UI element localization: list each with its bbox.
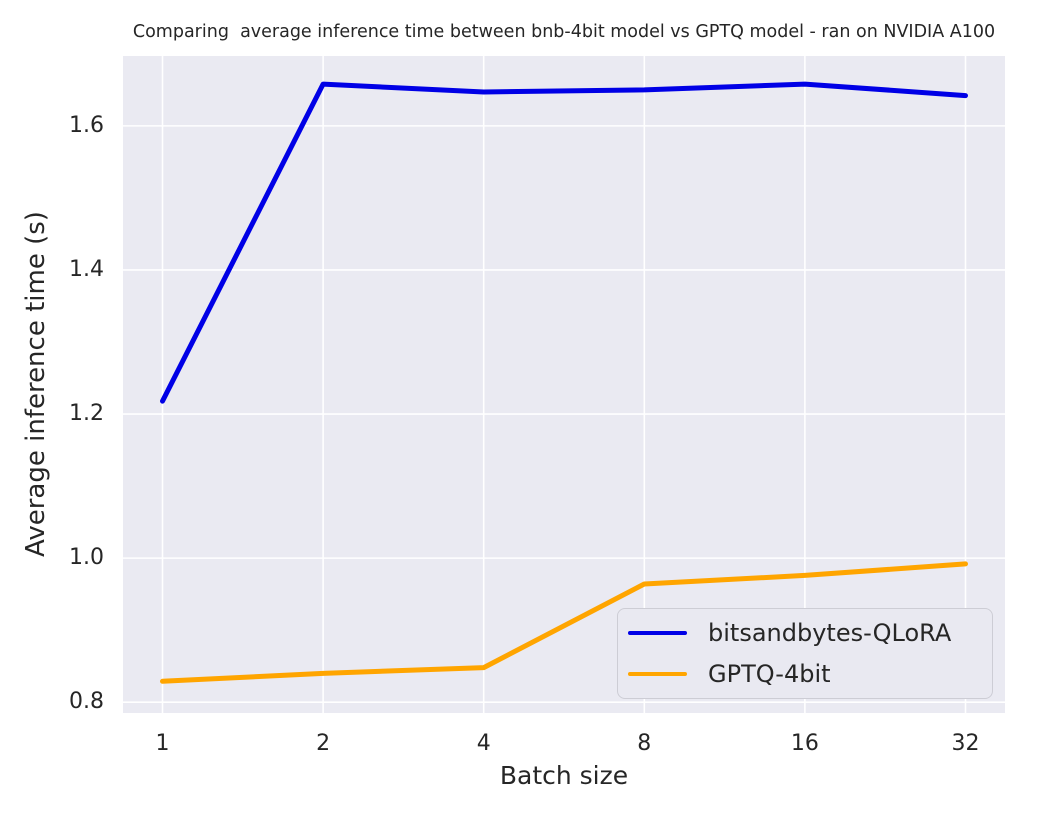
- series-line-gptq-4bit: [160, 561, 968, 684]
- legend-line-swatch-icon: [628, 671, 687, 677]
- chart-title: Comparing average inference time between…: [132, 22, 996, 42]
- y-tick-label: 1.2: [69, 401, 104, 427]
- plot-background: [123, 56, 1005, 713]
- x-tick-label: 4: [476, 731, 491, 756]
- y-tick-label: 1.4: [69, 256, 104, 282]
- x-tick-label: 8: [637, 731, 652, 756]
- series-line-bitsandbytes-qlora: [160, 81, 968, 404]
- legend: bitsandbytes-QLoRA GPTQ-4bit: [617, 608, 993, 699]
- legend-line-swatch-icon: [628, 630, 687, 636]
- y-axis-label: Average inference time (s): [21, 211, 51, 557]
- legend-item-label: bitsandbytes-QLoRA: [708, 619, 952, 647]
- x-axis-label: Batch size: [499, 761, 629, 790]
- y-tick-label: 1.0: [69, 545, 104, 571]
- plot-area: [123, 56, 1005, 713]
- legend-item-label: GPTQ-4bit: [708, 660, 831, 688]
- x-tick-label: 2: [316, 731, 331, 756]
- y-tick-label: 0.8: [69, 689, 104, 715]
- x-tick-label: 16: [790, 731, 819, 756]
- x-tick-label: 32: [951, 731, 980, 756]
- legend-item: bitsandbytes-QLoRA: [628, 617, 978, 649]
- x-tick-label: 1: [155, 731, 170, 756]
- legend-item: GPTQ-4bit: [628, 658, 978, 690]
- y-tick-label: 1.6: [69, 112, 104, 138]
